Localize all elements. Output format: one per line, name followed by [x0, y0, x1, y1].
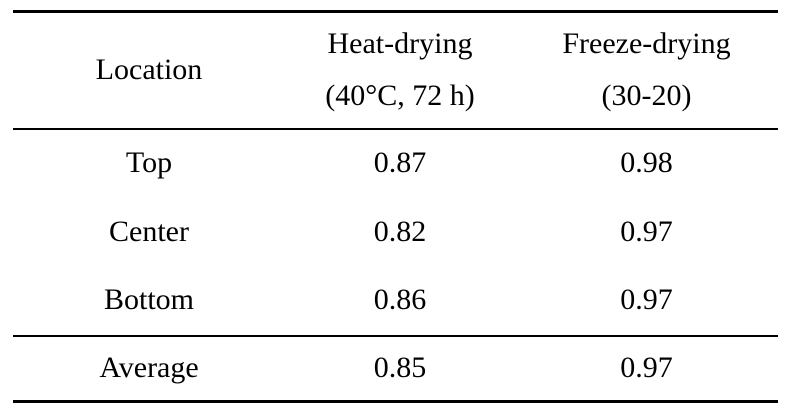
header-row: Location Heat-drying (40°C, 72 h) Freeze… — [13, 11, 778, 129]
table-row-top: Top 0.87 0.98 — [13, 129, 778, 198]
heat-drying-value-cell: 0.86 — [373, 283, 427, 317]
table-header: Location Heat-drying (40°C, 72 h) Freeze… — [13, 11, 778, 129]
drying-comparison-table: Location Heat-drying (40°C, 72 h) Freeze… — [13, 10, 778, 403]
table-footer: Average 0.85 0.97 — [13, 335, 778, 402]
freeze-drying-header-cell: Freeze-drying (30-20) — [515, 12, 778, 129]
freeze-drying-value-cell: 0.97 — [620, 351, 673, 384]
freeze-drying-value-cell: 0.97 — [620, 214, 673, 248]
freeze-drying-value-cell: 0.98 — [620, 146, 673, 180]
table-body: Top 0.87 0.98 Center 0.82 0.97 Bottom 0.… — [13, 129, 778, 336]
table-row-center: Center 0.82 0.97 — [13, 198, 778, 267]
location-cell: Center — [109, 214, 189, 248]
heat-drying-value-cell: 0.85 — [373, 351, 427, 384]
table-row-average: Average 0.85 0.97 — [13, 335, 778, 402]
location-cell: Top — [125, 146, 173, 180]
freeze-drying-header-line2: (30-20) — [601, 79, 692, 113]
location-cell: Average — [99, 351, 199, 384]
location-header-cell: Location — [13, 12, 285, 129]
freeze-drying-header-line1: Freeze-drying — [562, 27, 731, 61]
heat-drying-header-cell: Heat-drying (40°C, 72 h) — [285, 12, 515, 129]
table-row-bottom: Bottom 0.86 0.97 — [13, 267, 778, 336]
location-header-label: Location — [95, 53, 203, 87]
heat-drying-header-line1: Heat-drying — [327, 27, 473, 61]
heat-drying-header-line2: (40°C, 72 h) — [325, 79, 475, 113]
heat-drying-value-cell: 0.82 — [373, 214, 427, 248]
heat-drying-value-cell: 0.87 — [373, 146, 427, 180]
freeze-drying-value-cell: 0.97 — [620, 283, 673, 317]
location-cell: Bottom — [103, 283, 194, 317]
